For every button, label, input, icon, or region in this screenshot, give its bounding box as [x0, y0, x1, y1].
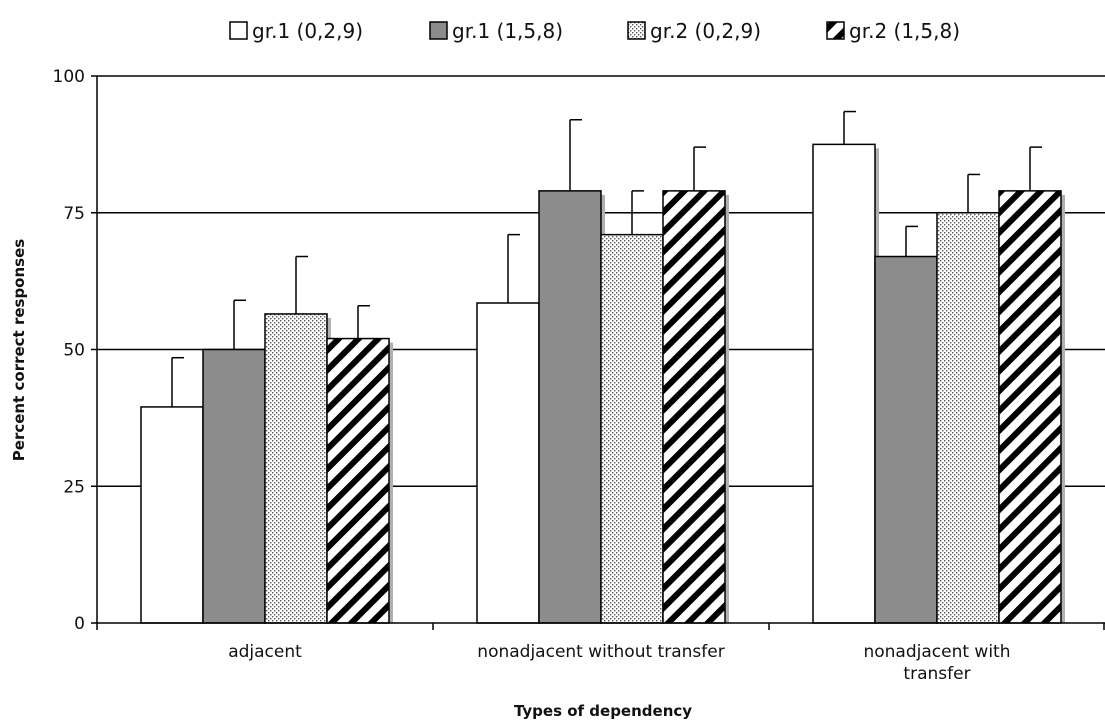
bar	[998, 190, 1062, 624]
y-axis-title: Percent correct responses	[10, 239, 28, 461]
x-tick-label-line: nonadjacent without transfer	[477, 642, 724, 662]
bars	[140, 110, 1065, 624]
legend-label: gr.1 (1,5,8)	[452, 19, 563, 43]
legend-label: gr.2 (0,2,9)	[650, 19, 761, 43]
y-tick-label: 25	[63, 477, 85, 497]
bar	[140, 406, 204, 624]
legend-label: gr.2 (1,5,8)	[849, 19, 960, 43]
bar	[538, 190, 602, 624]
legend-swatch	[229, 21, 248, 40]
bar	[600, 233, 664, 624]
bar	[874, 255, 938, 624]
legend-swatch	[627, 21, 646, 40]
y-tick-label: 100	[53, 67, 85, 87]
x-tick-label: adjacent	[228, 642, 302, 662]
bar	[812, 143, 876, 624]
bar	[202, 348, 266, 624]
legend-label: gr.1 (0,2,9)	[252, 19, 363, 43]
x-tick-label: nonadjacent without transfer	[477, 642, 724, 662]
bar	[264, 313, 328, 624]
x-tick-label: nonadjacent with transfer	[863, 642, 1010, 684]
axes: 0 25 50 75 100 adjacent nonadjacent without tr…	[53, 67, 1105, 684]
legend-swatch	[826, 21, 845, 40]
legend-swatch	[429, 21, 448, 40]
y-tick-label: 50	[63, 341, 85, 361]
y-tick-label: 0	[74, 614, 85, 634]
bar	[662, 190, 726, 624]
x-tick-label-line: nonadjacent with	[863, 642, 1010, 662]
x-tick-label-line: adjacent	[228, 642, 302, 662]
bar	[476, 302, 540, 624]
x-axis-title: Types of dependency	[514, 702, 692, 720]
bar	[326, 337, 390, 624]
x-tick-label-line: transfer	[903, 664, 970, 684]
bar	[936, 212, 1000, 624]
y-tick-label: 75	[63, 204, 85, 224]
legend: gr.1 (0,2,9) gr.1 (1,5,8) gr.2 (0,2,9) gr.2…	[229, 19, 960, 43]
